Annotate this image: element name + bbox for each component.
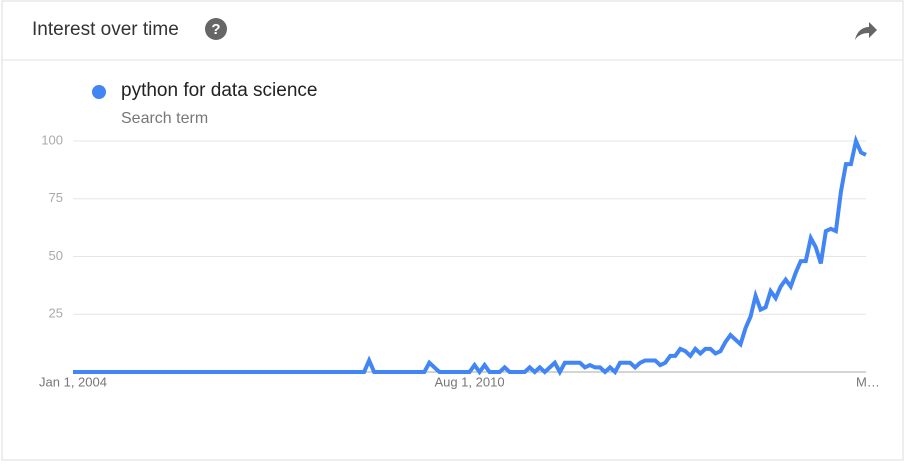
y-tick-label: 75: [49, 190, 63, 205]
help-icon[interactable]: [205, 18, 227, 40]
legend-subtitle: Search term: [121, 110, 208, 127]
share-icon[interactable]: [855, 22, 877, 40]
x-tick-label: Jan 1, 2004: [39, 374, 107, 389]
card: [1, 0, 904, 461]
trend-line: [73, 134, 867, 377]
header-title: Interest over time: [32, 19, 179, 40]
legend-dot: [92, 85, 106, 99]
x-tick-label: M…: [856, 374, 880, 389]
y-tick-label: 50: [49, 248, 63, 263]
y-tick-label: 100: [41, 132, 63, 147]
y-tick-label: 25: [49, 306, 63, 321]
legend-label: python for data science: [121, 80, 317, 101]
x-tick-label: Aug 1, 2010: [434, 374, 504, 389]
help-icon-glyph[interactable]: ?: [211, 21, 220, 38]
